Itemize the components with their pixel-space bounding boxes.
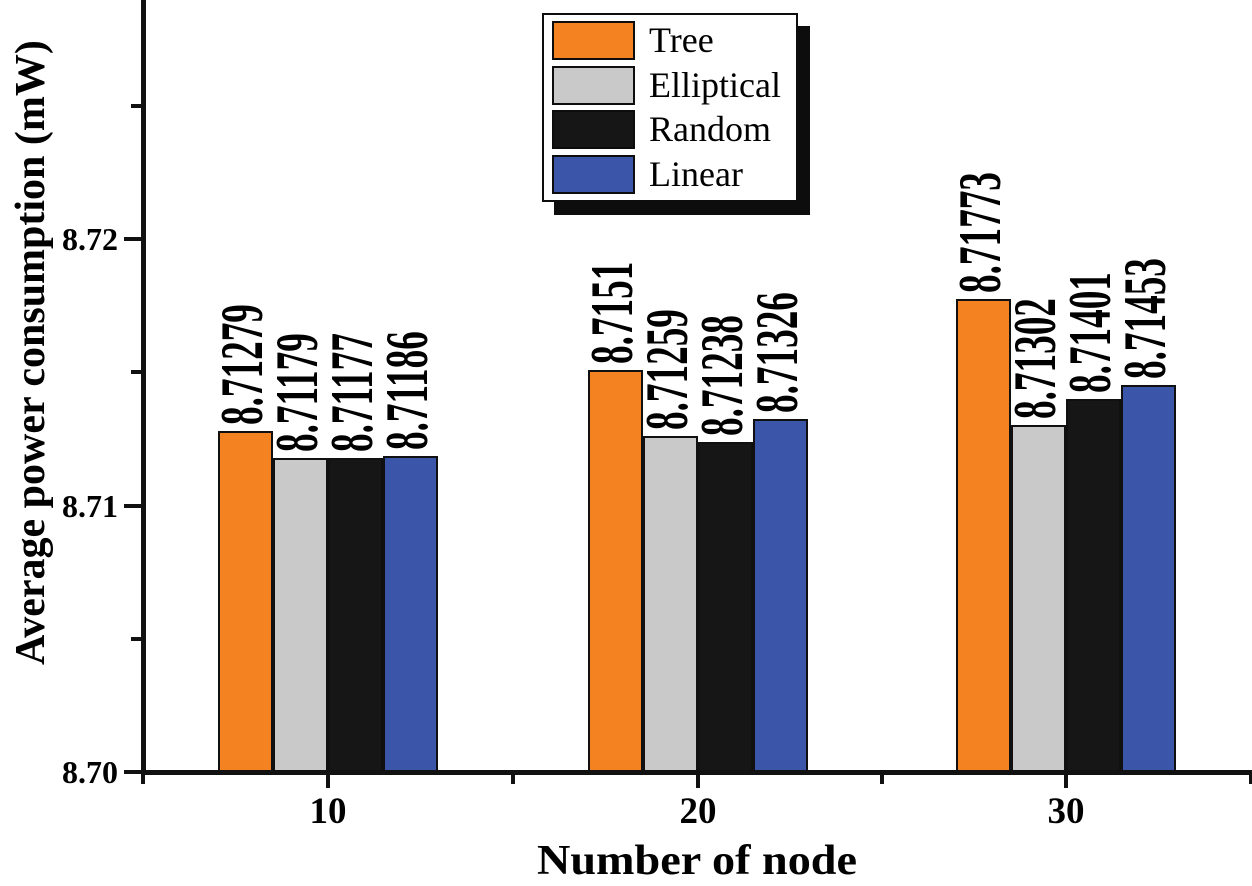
y-major-tick [124,503,141,508]
bar-linear-10 [383,455,438,775]
y-major-tick [124,237,141,241]
bar-value-label: 8.71773 [946,172,1013,294]
legend-swatch-random [552,110,635,150]
y-tick-label: 8.71 [62,487,118,524]
bar-random-10 [328,458,383,775]
y-minor-tick [131,370,141,375]
bar-value-label: 8.71177 [318,333,385,453]
x-axis-line [141,770,1252,775]
y-axis-title: Average power consumption (mW) [8,40,54,665]
bar-value-label: 8.71259 [633,309,700,431]
bar-value-label: 8.71453 [1111,257,1178,379]
x-minor-tick [1249,775,1252,784]
bar-value-label: 8.71401 [1056,271,1123,393]
bar-tree-10 [218,431,273,775]
y-minor-tick [131,103,141,108]
y-tick-label: 8.72 [62,221,118,257]
legend-row: Random [552,109,796,150]
legend-row: Linear [552,154,796,195]
legend: Tree Elliptical Random Linear [542,13,798,202]
legend-swatch-elliptical [552,65,635,105]
x-tick-label: 10 [309,791,347,832]
x-tick-label: 20 [679,791,717,832]
bar-random-30 [1066,398,1121,775]
bar-random-20 [698,442,753,775]
bar-linear-30 [1121,384,1176,775]
bar-value-label: 8.71326 [743,291,810,413]
y-axis-line [141,0,146,775]
bar-value-label: 8.71186 [373,331,440,450]
legend-label: Tree [649,19,714,60]
y-minor-tick [131,636,141,641]
bar-elliptical-20 [643,436,698,775]
x-major-tick [696,775,700,788]
legend-label: Linear [649,154,743,195]
y-major-tick [124,770,141,774]
x-minor-tick [141,775,145,784]
legend-row: Elliptical [552,64,796,105]
legend-label: Random [649,109,771,150]
x-tick-label: 30 [1047,791,1085,832]
legend-row: Tree [552,19,796,60]
bar-value-label: 8.7151 [578,261,645,364]
y-tick-label: 8.70 [62,754,118,790]
bar-elliptical-10 [273,457,328,775]
legend-swatch-linear [552,155,635,195]
x-minor-tick [511,775,515,784]
bar-value-label: 8.71238 [688,315,755,437]
bar-value-label: 8.71179 [263,332,330,452]
x-axis-title: Number of node [537,838,857,884]
x-minor-tick [880,775,884,784]
bar-value-label: 8.71279 [208,304,275,426]
x-major-tick [326,775,330,788]
legend-swatch-tree [552,20,635,60]
bar-tree-20 [588,369,643,775]
legend-label: Elliptical [649,64,781,105]
x-major-tick [1064,775,1068,788]
bar-elliptical-30 [1011,425,1066,775]
bar-value-label: 8.71302 [1001,298,1068,420]
bar-linear-20 [753,418,808,775]
